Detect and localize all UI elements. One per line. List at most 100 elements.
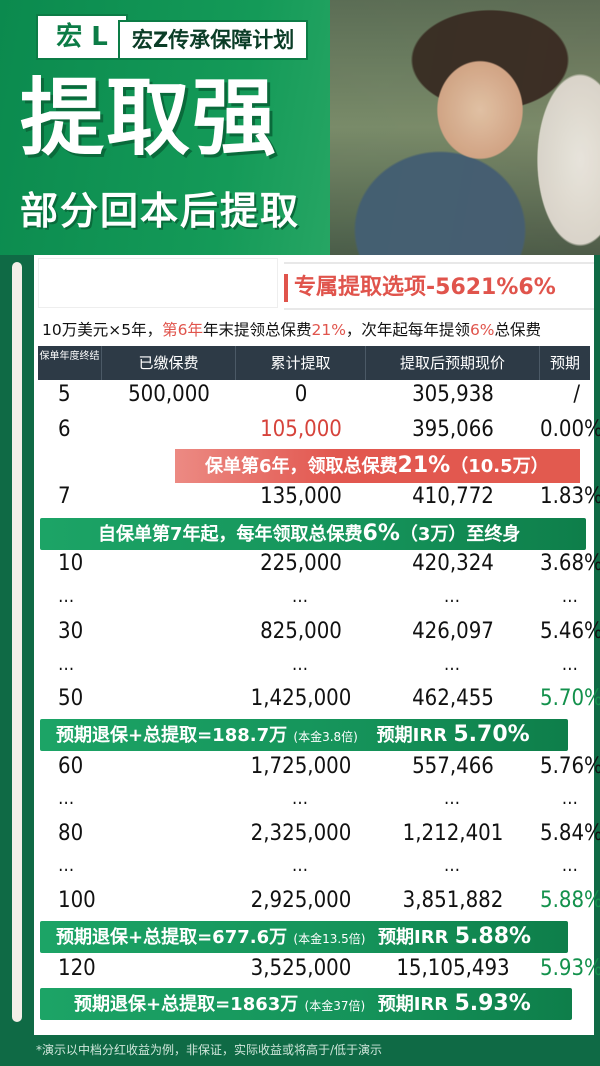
content-card [34,255,594,1035]
table-row: 30 825,000 426,097 5.46% [38,619,600,651]
band-text: 预期退保+总提取=1863万 [74,994,299,1015]
band-percent: 21% [397,453,451,478]
cell-withdrawn: 2,925,000 [250,888,352,913]
desc-part: 总保费 [494,321,542,339]
cell-withdrawn: … [291,586,311,607]
band-year7: 自保单第7年起，每年领取总保费6%（3万）至终身 [40,518,586,550]
desc-part: ，次年起每年提领 [345,321,470,339]
table-row: 50 1,425,000 462,455 5.70% [38,686,600,718]
table-row: 6 105,000 395,066 0.00% [38,417,600,449]
cell-year: 100 [58,888,96,913]
cell-cash-value: … [443,654,463,675]
cell-cash-value: … [443,788,463,809]
cell-cash-value: 395,066 [412,417,494,442]
table-row: 7 135,000 410,772 1.83% [38,484,600,516]
cell-irr: … [561,788,580,809]
band-amount: （10.5万） [450,456,549,477]
cell-cash-value: … [443,586,463,607]
cell-cash-value: 3,851,882 [402,888,504,913]
band-year100: 预期退保+总提取=677.6万 (本金13.5倍) 预期IRR 5.88% [40,921,568,953]
cell-irr: / [573,382,580,407]
band-irr-value: 5.88% [454,924,532,949]
desc-part: 年末提领总保费 [202,321,312,339]
cell-withdrawn: 3,525,000 [250,956,352,981]
band-irr-label: 预期IRR [378,927,449,948]
th-paid: 已缴保费 [102,346,236,380]
cell-year: … [58,855,77,876]
cell-year: 50 [58,686,84,711]
cell-year: … [58,788,77,809]
cell-withdrawn: 105,000 [260,417,342,442]
table-header: 保单年度终结 已缴保费 累计提取 提取后预期现价 预期IRR [38,346,590,406]
cell-irr: 0.00% [540,417,600,442]
band-text: 保单第6年，领取总保费 [205,456,398,477]
cell-irr: 5.93% [540,956,600,981]
cell-withdrawn: 0 [294,382,308,407]
cell-irr: … [561,855,580,876]
plan-name: 宏Z传承保障计划 [118,20,309,60]
table-row-ellipsis: … … … … [38,586,590,618]
band-year50: 预期退保+总提取=188.7万 (本金3.8倍) 预期IRR 5.70% [40,719,568,751]
table-row-ellipsis: … … … … [38,855,590,887]
cell-withdrawn: … [291,855,311,876]
desc-highlight: 21% [311,321,346,339]
th-year: 保单年度终结 [38,346,102,380]
table-row: 80 2,325,000 1,212,401 5.84% [38,821,600,853]
cell-year: 10 [58,551,84,576]
desc-highlight: 第6年 [162,321,203,339]
cell-withdrawn: 1,425,000 [250,686,352,711]
band-multiple: (本金3.8倍) [293,730,358,744]
band-irr-value: 5.70% [453,722,530,747]
cell-withdrawn: 2,325,000 [250,821,352,846]
table-row: 5 500,000 0 305,938 / [38,382,590,414]
cell-cash-value: 1,212,401 [402,821,504,846]
th-cash-value: 提取后预期现价 [366,346,540,380]
hero-photo [330,0,600,255]
th-irr: 预期IRR [549,354,580,406]
band-irr-label: 预期IRR [377,994,449,1015]
band-text: 预期退保+总提取=188.7万 [56,725,288,746]
cell-year: 120 [58,956,96,981]
redacted-name-box [38,258,278,308]
band-amount: （3万）至终身 [399,524,521,545]
binder-rail [12,262,22,1022]
cell-irr: 3.68% [540,551,600,576]
cell-irr: 5.70% [540,686,600,711]
cell-cash-value: 410,772 [412,484,494,509]
table-row-ellipsis: … … … … [38,654,590,686]
cell-year: 6 [58,417,71,442]
desc-part: 10万美元×5年， [42,321,163,339]
cell-year: 60 [58,754,84,779]
cell-cash-value: … [443,855,463,876]
band-irr-label: 预期IRR [376,725,448,746]
cell-cash-value: 305,938 [412,382,494,407]
cell-withdrawn: 1,725,000 [250,754,352,779]
cell-year: … [58,654,77,675]
headline: 提取强 [20,69,279,167]
description: 10万美元×5年，第6年年末提领总保费21%，次年起每年提领6%总保费 [42,318,541,340]
cell-cash-value: 426,097 [412,619,494,644]
cell-year: 7 [58,484,71,509]
cell-year: 80 [58,821,84,846]
table-row-ellipsis: … … … … [38,788,590,820]
band-multiple: (本金13.5倍) [293,932,366,946]
cell-irr: … [561,654,580,675]
band-year6: 保单第6年，领取总保费21%（10.5万） [175,449,580,483]
cell-irr: 5.46% [540,619,600,644]
cell-year: 5 [58,382,71,407]
cell-cash-value: 462,455 [412,686,494,711]
band-percent: 6% [362,521,400,546]
cell-withdrawn: 825,000 [260,619,342,644]
table-row: 60 1,725,000 557,466 5.76% [38,754,600,786]
th-withdrawn: 累计提取 [236,346,366,380]
cell-irr: 5.84% [540,821,600,846]
cell-withdrawn: … [291,654,311,675]
hero-banner: 宏 L 宏Z传承保障计划 提取强 部分回本后提取 [0,0,600,255]
cell-cash-value: 557,466 [412,754,494,779]
cell-irr: … [561,586,580,607]
cell-irr: 1.83% [540,484,600,509]
band-irr-value: 5.93% [454,991,531,1016]
cell-withdrawn: … [291,788,311,809]
disclaimer: *演示以中档分红收益为例，非保证，实际收益或将高于/低于演示 [0,1035,600,1066]
band-text: 预期退保+总提取=677.6万 [56,927,288,948]
